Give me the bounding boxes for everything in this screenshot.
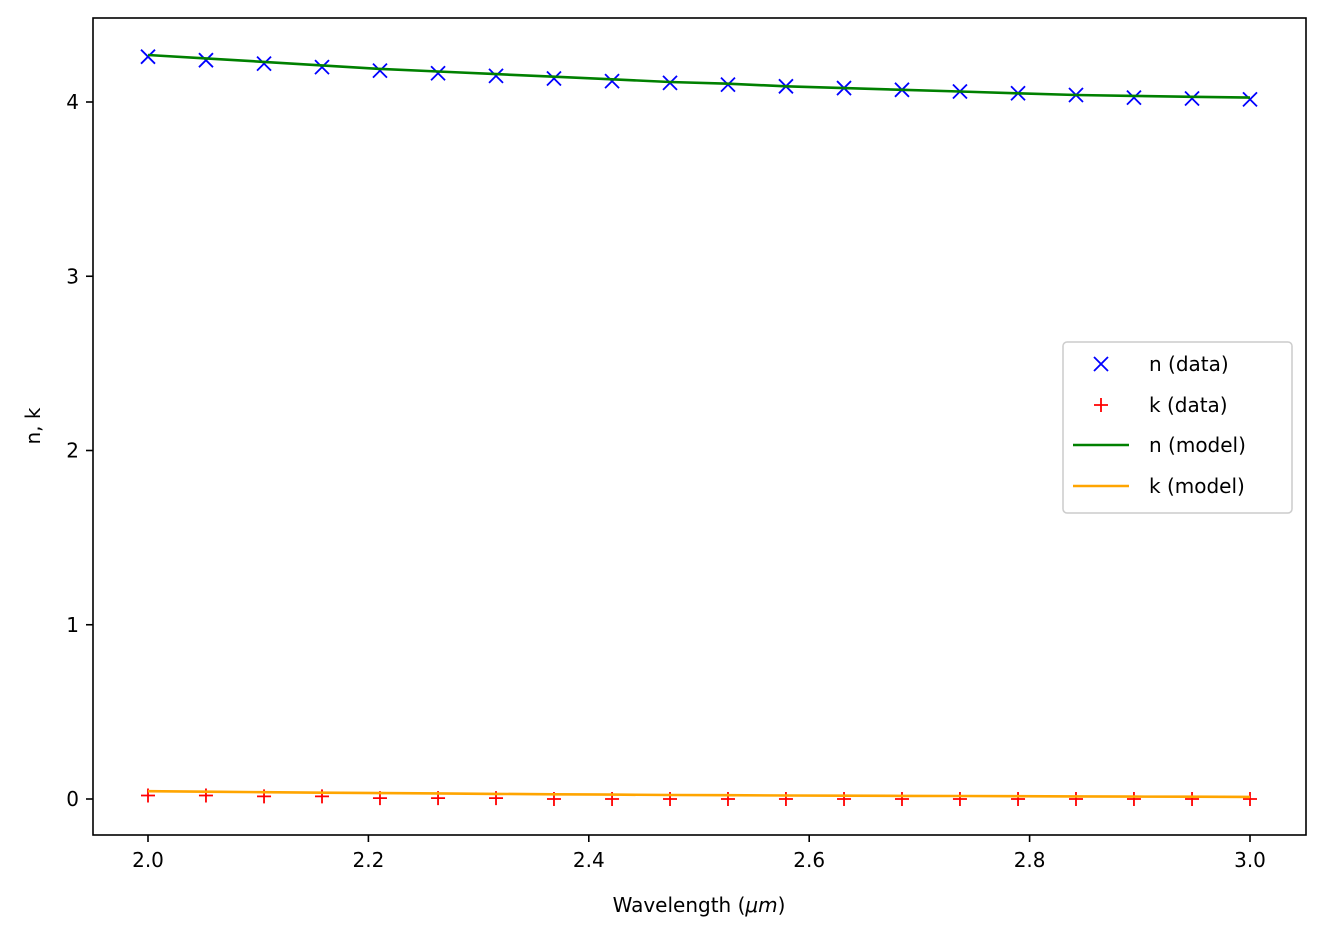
plot-marks xyxy=(140,49,1258,806)
data-point-n-data xyxy=(430,65,446,81)
x-axis-label: Wavelength (μm) xyxy=(613,893,786,917)
data-point-n-data xyxy=(140,49,156,65)
legend-label-n-data: n (data) xyxy=(1149,352,1229,376)
x-tick-label: 2.4 xyxy=(573,848,605,872)
y-tick-label: 2 xyxy=(66,439,79,463)
x-tick-label: 2.0 xyxy=(132,848,164,872)
y-axis-label: n, k xyxy=(21,407,45,444)
legend-marker-n-data xyxy=(1093,356,1109,372)
data-point-k-data xyxy=(837,792,852,806)
data-point-n-data xyxy=(1126,90,1142,106)
data-point-k-data xyxy=(894,792,909,806)
data-point-k-data xyxy=(1126,792,1141,806)
data-point-n-data xyxy=(488,68,504,84)
legend-label-k-data: k (data) xyxy=(1149,393,1228,417)
data-point-n-data xyxy=(1184,90,1200,107)
x-tick-label: 2.6 xyxy=(793,848,825,872)
data-point-n-data xyxy=(314,59,330,75)
data-point-n-data xyxy=(604,73,620,89)
y-tick-label: 4 xyxy=(66,90,79,114)
data-point-n-data xyxy=(372,62,388,79)
data-point-k-data xyxy=(1011,792,1026,806)
data-point-k-data xyxy=(141,788,155,803)
data-point-n-data xyxy=(1242,91,1258,108)
data-point-k-data xyxy=(952,792,967,806)
x-tick-label: 3.0 xyxy=(1234,848,1266,872)
legend: n (data) k (data) n (model) k (model) xyxy=(1062,341,1293,514)
x-tick-label: 2.8 xyxy=(1014,848,1046,872)
x-tick-label: 2.2 xyxy=(352,848,384,872)
data-point-n-data xyxy=(256,56,272,72)
series-line-k-model xyxy=(147,789,1251,799)
series-line-n-model xyxy=(147,53,1251,99)
y-tick-label: 3 xyxy=(66,264,79,288)
legend-label-n-model: n (model) xyxy=(1149,433,1246,457)
data-point-k-data xyxy=(1068,792,1083,806)
plot-frame xyxy=(92,17,1307,836)
y-tick-label: 0 xyxy=(66,787,79,811)
data-point-k-data xyxy=(1185,792,1200,806)
data-point-n-data xyxy=(198,52,214,68)
data-point-n-data xyxy=(546,70,562,87)
legend-label-k-model: k (model) xyxy=(1149,474,1245,498)
y-axis: 0 1 2 3 4 xyxy=(66,90,93,811)
legend-marker-k-data xyxy=(1094,398,1108,412)
legend-frame xyxy=(1062,341,1293,514)
x-axis: 2.0 2.2 2.4 2.6 2.8 3.0 xyxy=(132,835,1266,872)
y-tick-label: 1 xyxy=(66,613,79,637)
data-point-k-data xyxy=(1243,792,1257,806)
